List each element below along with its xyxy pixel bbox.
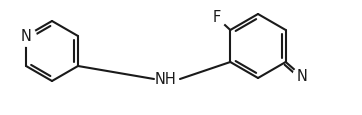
Text: N: N (296, 69, 307, 84)
Text: F: F (212, 10, 220, 25)
Text: NH: NH (155, 72, 177, 87)
Text: N: N (21, 29, 31, 44)
